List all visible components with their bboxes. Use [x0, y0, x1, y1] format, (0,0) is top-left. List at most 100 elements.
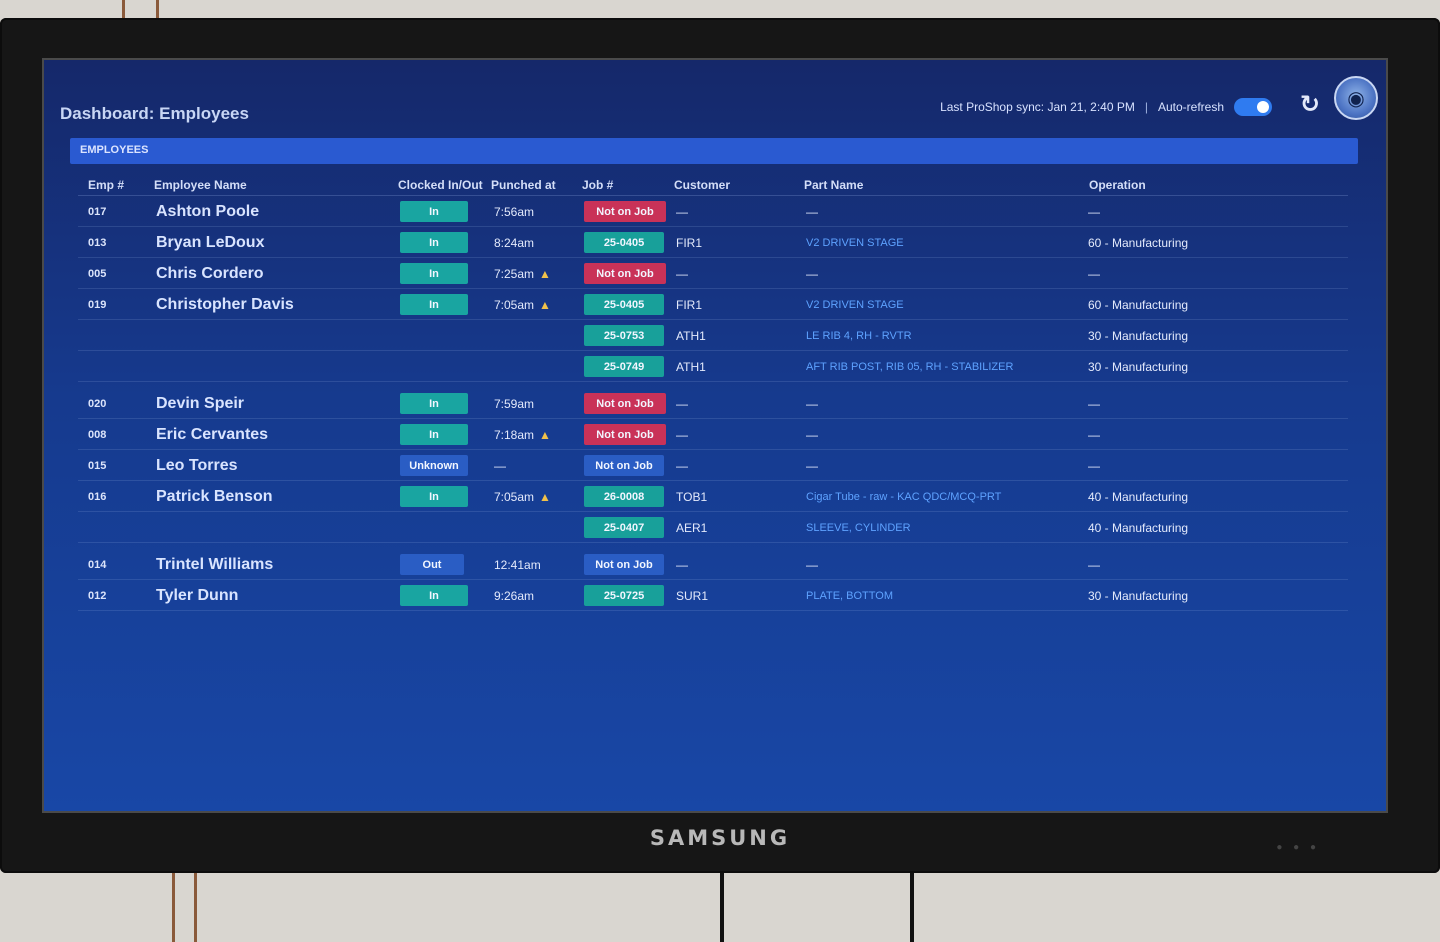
table-row[interactable]: 016 Patrick Benson In 7:05am ▲ 26-0008 TOB1 Cig… [78, 481, 1348, 512]
job-number-badge[interactable]: 25-0405 [584, 294, 664, 315]
punched-time: 7:05am [494, 297, 535, 312]
table-row[interactable]: 013 Bryan LeDoux In 8:24am 25-0405 FIR1 V2 DRI… [78, 227, 1348, 258]
part-name[interactable]: AFT RIB POST, RIB 05, RH - STABILIZER [806, 360, 1014, 373]
table-cell: Eric Cervantes [156, 419, 268, 450]
table-cell: Cigar Tube - raw - KAC QDC/MCQ-PRT [806, 481, 1001, 512]
part-name: — [806, 427, 818, 442]
employee-name[interactable]: Trintel Williams [156, 555, 274, 573]
punched-time: 7:25am [494, 266, 535, 281]
table-cell: Leo Torres [156, 450, 238, 481]
refresh-icon[interactable]: ↻ [1299, 91, 1320, 118]
operation: 40 - Manufacturing [1088, 520, 1189, 535]
col-job: Job # [582, 178, 614, 192]
job-number-badge[interactable]: 26-0008 [584, 486, 664, 507]
job-number-badge[interactable]: Not on Job [584, 393, 666, 414]
table-cell: — [1088, 388, 1100, 419]
employee-number: 008 [88, 428, 107, 441]
tv-cable [720, 868, 724, 942]
table-cell: 014 [88, 549, 106, 580]
table-cell: 30 - Manufacturing [1088, 320, 1188, 351]
punched-at: — [494, 459, 506, 473]
table-row[interactable]: 019 Christopher Davis In 7:05am ▲ 25-0405 FIR1… [78, 289, 1348, 320]
employee-name[interactable]: Christopher Davis [156, 295, 294, 313]
table-cell: FIR1 [676, 289, 702, 320]
job-number-badge[interactable]: Not on Job [584, 424, 666, 445]
table-cell: — [676, 419, 688, 450]
table-cell: 25-0753 [584, 320, 664, 351]
employee-name[interactable]: Tyler Dunn [156, 586, 239, 604]
table-row[interactable]: 005 Chris Cordero In 7:25am ▲ Not on Job — — — [78, 258, 1348, 289]
employee-name[interactable]: Devin Speir [156, 394, 245, 412]
table-cell: ATH1 [676, 351, 706, 382]
employee-name[interactable]: Chris Cordero [156, 264, 264, 282]
table-row[interactable]: 25-0753 ATH1 LE RIB 4, RH - RVTR 30 - Manuf… [78, 320, 1348, 351]
part-name[interactable]: V2 DRIVEN STAGE [806, 236, 904, 249]
job-number-badge[interactable]: 25-0749 [584, 356, 664, 377]
operation: — [1088, 557, 1100, 572]
table-row[interactable]: 015 Leo Torres Unknown — Not on Job — — — [78, 450, 1348, 481]
employee-number: 017 [88, 205, 107, 218]
job-number-badge[interactable]: Not on Job [584, 455, 664, 476]
part-name[interactable]: SLEEVE, CYLINDER [806, 521, 911, 534]
table-cell: ATH1 [676, 320, 706, 351]
separator: | [1144, 100, 1148, 114]
table-row[interactable]: 25-0749 ATH1 AFT RIB POST, RIB 05, RH - ST… [78, 351, 1348, 382]
job-number-badge[interactable]: Not on Job [584, 263, 666, 284]
customer-code: AER1 [676, 520, 708, 535]
employee-name[interactable]: Ashton Poole [156, 202, 260, 220]
part-name[interactable]: PLATE, BOTTOM [806, 589, 893, 602]
table-cell: 40 - Manufacturing [1088, 481, 1188, 512]
customer-code: ATH1 [676, 328, 706, 343]
job-number-badge[interactable]: Not on Job [584, 201, 666, 222]
job-number-badge[interactable]: Not on Job [584, 554, 664, 575]
table-cell: 8:24am [494, 227, 534, 258]
employee-number: 015 [88, 459, 107, 472]
employee-name[interactable]: Eric Cervantes [156, 425, 269, 443]
punched-time: 7:59am [494, 396, 535, 411]
table-cell: 7:56am [494, 196, 534, 227]
table-cell: 12:41am [494, 549, 541, 580]
table-cell: 25-0405 [584, 227, 664, 258]
employee-name[interactable]: Leo Torres [156, 456, 238, 474]
punched-at: 8:24am [494, 236, 534, 250]
table-cell: 40 - Manufacturing [1088, 512, 1188, 543]
table-cell: Not on Job [584, 419, 666, 450]
punched-at: 7:25am ▲ [494, 267, 551, 281]
operation: — [1088, 266, 1100, 281]
table-cell: 7:05am ▲ [494, 481, 551, 512]
job-number-badge[interactable]: 25-0407 [584, 517, 664, 538]
part-name[interactable]: LE RIB 4, RH - RVTR [806, 329, 912, 342]
table-row[interactable]: 25-0407 AER1 SLEEVE, CYLINDER 40 - Manufact… [78, 512, 1348, 543]
table-cell: Not on Job [584, 196, 666, 227]
table-cell: Not on Job [584, 549, 664, 580]
last-sync-text: Last ProShop sync: Jan 21, 2:40 PM [940, 100, 1135, 114]
customer-code: SUR1 [676, 588, 709, 603]
table-cell: In [400, 419, 468, 450]
top-bar: Dashboard: Employees Last ProShop sync: … [44, 60, 1386, 138]
tiger-avatar-icon[interactable]: ◉ [1334, 76, 1378, 120]
table-cell: Chris Cordero [156, 258, 264, 289]
clock-status-badge: Out [400, 554, 464, 575]
warning-icon: ▲ [539, 297, 551, 312]
table-cell: In [400, 580, 468, 611]
job-number-badge[interactable]: 25-0753 [584, 325, 664, 346]
table-cell: 60 - Manufacturing [1088, 289, 1188, 320]
table-row[interactable]: 008 Eric Cervantes In 7:18am ▲ Not on Job — — — [78, 419, 1348, 450]
table-row[interactable]: 012 Tyler Dunn In 9:26am 25-0725 SUR1 PLATE, B… [78, 580, 1348, 611]
part-name[interactable]: V2 DRIVEN STAGE [806, 298, 904, 311]
job-number-badge[interactable]: 25-0405 [584, 232, 664, 253]
part-name: — [806, 396, 818, 411]
job-number-badge[interactable]: 25-0725 [584, 585, 664, 606]
table-row[interactable]: 017 Ashton Poole In 7:56am Not on Job — — — [78, 196, 1348, 227]
employee-name[interactable]: Bryan LeDoux [156, 233, 265, 251]
table-row[interactable]: 014 Trintel Williams Out 12:41am Not on Job —… [78, 549, 1348, 580]
punched-time: 7:56am [494, 204, 535, 219]
operation: 30 - Manufacturing [1088, 328, 1189, 343]
table-row[interactable]: 020 Devin Speir In 7:59am Not on Job — — — [78, 388, 1348, 419]
table-cell: 25-0725 [584, 580, 664, 611]
auto-refresh-toggle[interactable] [1234, 98, 1272, 116]
table-cell: — [806, 450, 818, 481]
employee-name[interactable]: Patrick Benson [156, 487, 273, 505]
wall-cable [156, 0, 159, 20]
part-name[interactable]: Cigar Tube - raw - KAC QDC/MCQ-PRT [806, 490, 1002, 503]
